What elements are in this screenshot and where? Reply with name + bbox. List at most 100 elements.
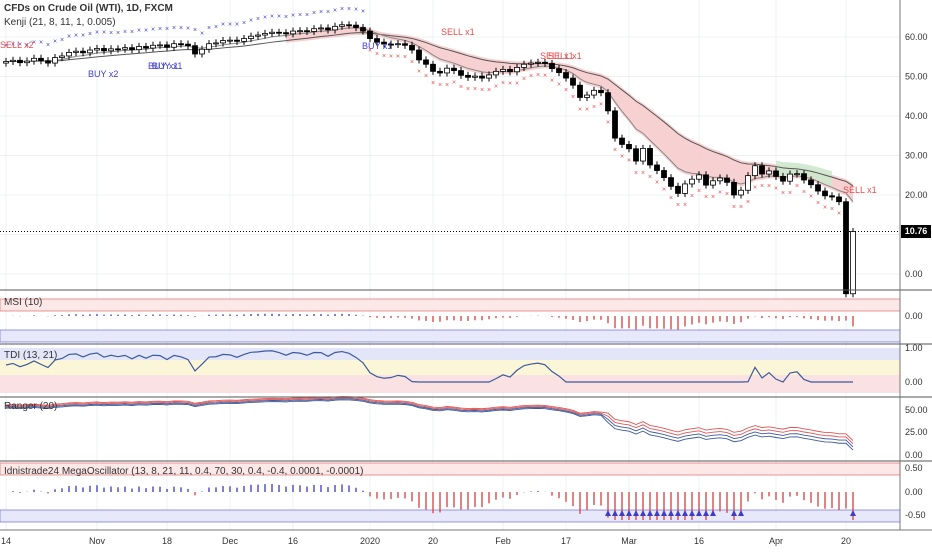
buy-marker: × — [270, 13, 274, 20]
sell-marker: × — [802, 189, 806, 196]
buy-marker: × — [263, 15, 267, 22]
mega-buy-triangle — [654, 510, 660, 516]
candle-body — [80, 50, 86, 54]
mega-buy-triangle — [668, 510, 674, 516]
candle-body — [220, 40, 226, 44]
candle-body — [521, 63, 527, 68]
candle-body — [745, 175, 751, 191]
sub-y-tick-label: 0.00 — [905, 377, 923, 387]
buy-marker: × — [95, 30, 99, 37]
sell-marker: × — [375, 51, 379, 58]
sell-marker: × — [550, 77, 554, 84]
buy-marker: × — [235, 21, 239, 28]
buy-marker: × — [25, 42, 29, 49]
buy-marker: × — [340, 6, 344, 13]
x-tick-label: Nov — [89, 536, 106, 546]
candle-body — [45, 60, 51, 64]
megaoscillator-legend[interactable]: Idnistrade24 MegaOscillator (13, 8, 21, … — [4, 466, 364, 477]
sell-label: SELL x1 — [548, 51, 582, 61]
candle-body — [465, 74, 471, 78]
candle-body — [402, 43, 408, 46]
sell-marker: × — [578, 106, 582, 113]
sell-marker: × — [788, 190, 792, 197]
candle-body — [682, 183, 688, 194]
sell-marker: × — [410, 59, 414, 66]
candle-body — [129, 47, 135, 51]
sell-marker: × — [809, 194, 813, 201]
candle-body — [843, 201, 849, 295]
candle-body — [234, 39, 240, 42]
buy-marker: × — [333, 8, 337, 15]
buy-marker: × — [60, 37, 64, 44]
candle-body — [724, 177, 730, 183]
buy-label: BUY x1 — [148, 61, 178, 71]
sell-marker: × — [823, 205, 827, 212]
candle-body — [675, 185, 681, 194]
candle-body — [794, 173, 800, 176]
msi-legend[interactable]: MSI (10) — [4, 297, 43, 308]
candle-body — [304, 30, 310, 33]
candle-body — [815, 184, 821, 192]
candle-body — [640, 147, 646, 162]
candle-body — [479, 75, 485, 79]
candle-body — [108, 48, 114, 52]
mega-buy-triangle — [738, 510, 744, 516]
candle-body — [59, 55, 65, 58]
candle-body — [731, 181, 737, 196]
x-tick-label: Mar — [621, 536, 637, 546]
x-tick-label: 18 — [162, 536, 172, 546]
slow-ma-line — [5, 32, 854, 187]
candle-body — [535, 61, 541, 64]
candle-body — [10, 59, 16, 62]
buy-marker: × — [4, 43, 8, 50]
sell-marker: × — [746, 199, 750, 206]
ranger-line — [5, 396, 854, 441]
sell-marker: × — [389, 53, 393, 60]
candle-body — [591, 89, 597, 96]
buy-label: BUY x1 — [152, 61, 182, 71]
buy-marker: × — [81, 32, 85, 39]
mega-buy-triangle — [675, 510, 681, 516]
buy-marker: × — [130, 29, 134, 36]
sell-marker: × — [501, 80, 505, 87]
sell-marker: × — [718, 190, 722, 197]
buy-marker: × — [228, 21, 232, 28]
buy-marker: × — [102, 30, 106, 37]
candle-body — [157, 44, 163, 47]
buy-marker: × — [116, 30, 120, 37]
sell-marker: × — [571, 94, 575, 101]
candle-body — [780, 176, 786, 182]
sell-label: SELL x1 — [843, 185, 877, 195]
candle-body — [353, 24, 359, 28]
buy-marker: × — [18, 41, 22, 48]
msi-lower-zone — [0, 329, 901, 343]
tdi-legend[interactable]: TDI (13, 21) — [4, 350, 58, 361]
candle-body — [619, 137, 625, 145]
candle-body — [738, 189, 744, 196]
sell-marker: × — [767, 183, 771, 190]
buy-marker: × — [200, 30, 204, 37]
sub-y-tick-label: 0.00 — [905, 311, 923, 321]
buy-marker: × — [347, 6, 351, 13]
sell-marker: × — [620, 153, 624, 160]
mega-buy-triangle — [661, 510, 667, 516]
candle-body — [3, 61, 9, 64]
tdi-line — [5, 350, 853, 383]
ranger-legend[interactable]: Ranger (20) — [4, 401, 58, 412]
mega-buy-triangle — [710, 510, 716, 516]
sell-marker: × — [431, 80, 435, 87]
sell-marker: × — [480, 87, 484, 94]
candle-body — [24, 60, 30, 64]
candle-body — [759, 165, 765, 175]
buy-marker: × — [207, 25, 211, 32]
sell-marker: × — [382, 53, 386, 60]
candle-body — [66, 52, 72, 57]
buy-marker: × — [32, 40, 36, 47]
sell-marker: × — [669, 195, 673, 202]
tdi-upper-zone — [0, 348, 900, 360]
sell-marker: × — [585, 106, 589, 113]
sell-marker: × — [564, 87, 568, 94]
buy-label: BUY x2 — [88, 69, 118, 79]
kenji-indicator-legend[interactable]: Kenji (21, 8, 11, 1, 0.005) — [4, 17, 116, 28]
